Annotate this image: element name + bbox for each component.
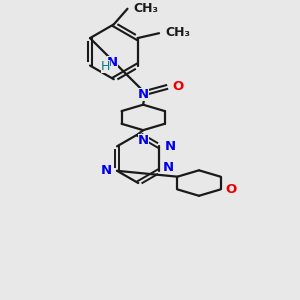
Text: N: N <box>138 88 149 101</box>
Text: CH₃: CH₃ <box>134 2 158 15</box>
Text: N: N <box>138 134 149 147</box>
Text: O: O <box>172 80 184 93</box>
Text: N: N <box>107 56 118 69</box>
Text: CH₃: CH₃ <box>165 26 190 39</box>
Text: H: H <box>101 60 110 73</box>
Text: O: O <box>225 183 237 196</box>
Text: N: N <box>164 140 175 153</box>
Text: N: N <box>101 164 112 177</box>
Text: N: N <box>162 161 173 174</box>
